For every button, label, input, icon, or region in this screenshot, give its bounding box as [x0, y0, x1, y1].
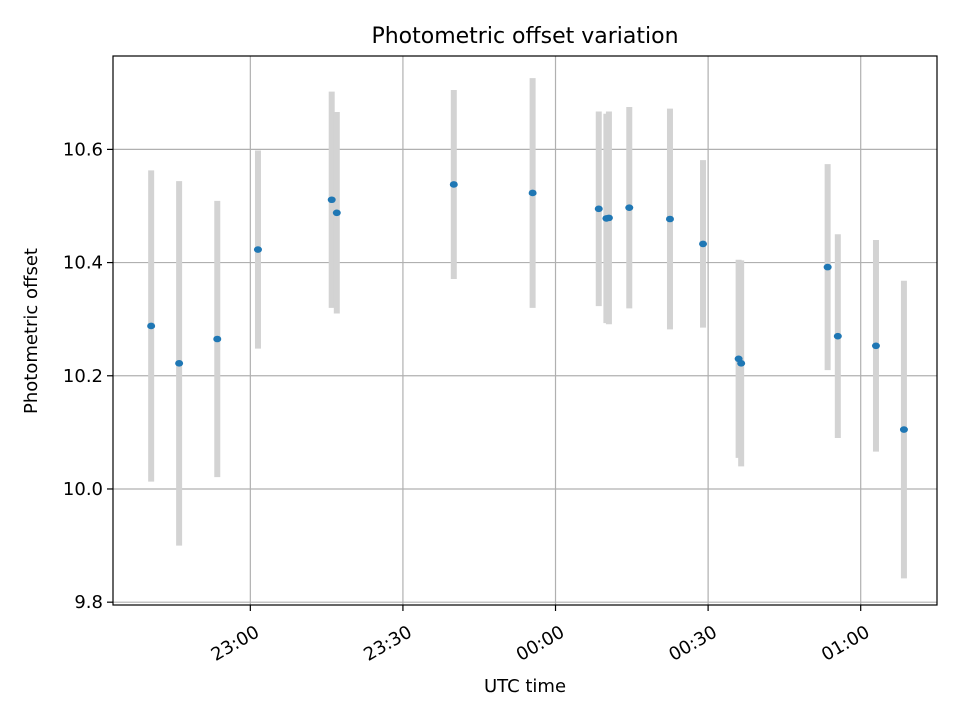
data-point: [449, 181, 458, 188]
chart-title: Photometric offset variation: [371, 24, 678, 49]
y-tick-label: 9.8: [74, 592, 103, 613]
data-point: [833, 332, 842, 340]
plot-frame: [112, 55, 938, 606]
data-point: [899, 426, 908, 433]
data-point: [625, 204, 634, 211]
y-axis-label: Photometric offset: [21, 248, 42, 414]
y-tick-label: 10.0: [63, 479, 103, 500]
data-point: [175, 360, 184, 367]
y-tick-label: 10.6: [63, 139, 103, 160]
data-point: [213, 335, 222, 343]
data-point: [871, 342, 880, 350]
grid: [113, 56, 937, 605]
data-point: [594, 205, 603, 213]
data-points: [147, 181, 908, 433]
data-point: [332, 209, 341, 217]
data-point: [699, 240, 708, 248]
data-point: [147, 322, 156, 330]
data-point: [823, 263, 832, 271]
y-tick-label: 10.2: [63, 366, 103, 387]
data-point: [604, 214, 613, 222]
data-point: [327, 196, 336, 204]
data-point: [253, 246, 262, 253]
x-axis-label: UTC time: [484, 676, 566, 697]
y-axis-ticks: 9.8 10.0 10.2 10.4 10.6: [63, 139, 113, 613]
y-tick-label: 10.4: [63, 253, 103, 274]
data-point: [528, 189, 537, 197]
data-point: [665, 215, 674, 223]
data-point: [737, 360, 746, 367]
